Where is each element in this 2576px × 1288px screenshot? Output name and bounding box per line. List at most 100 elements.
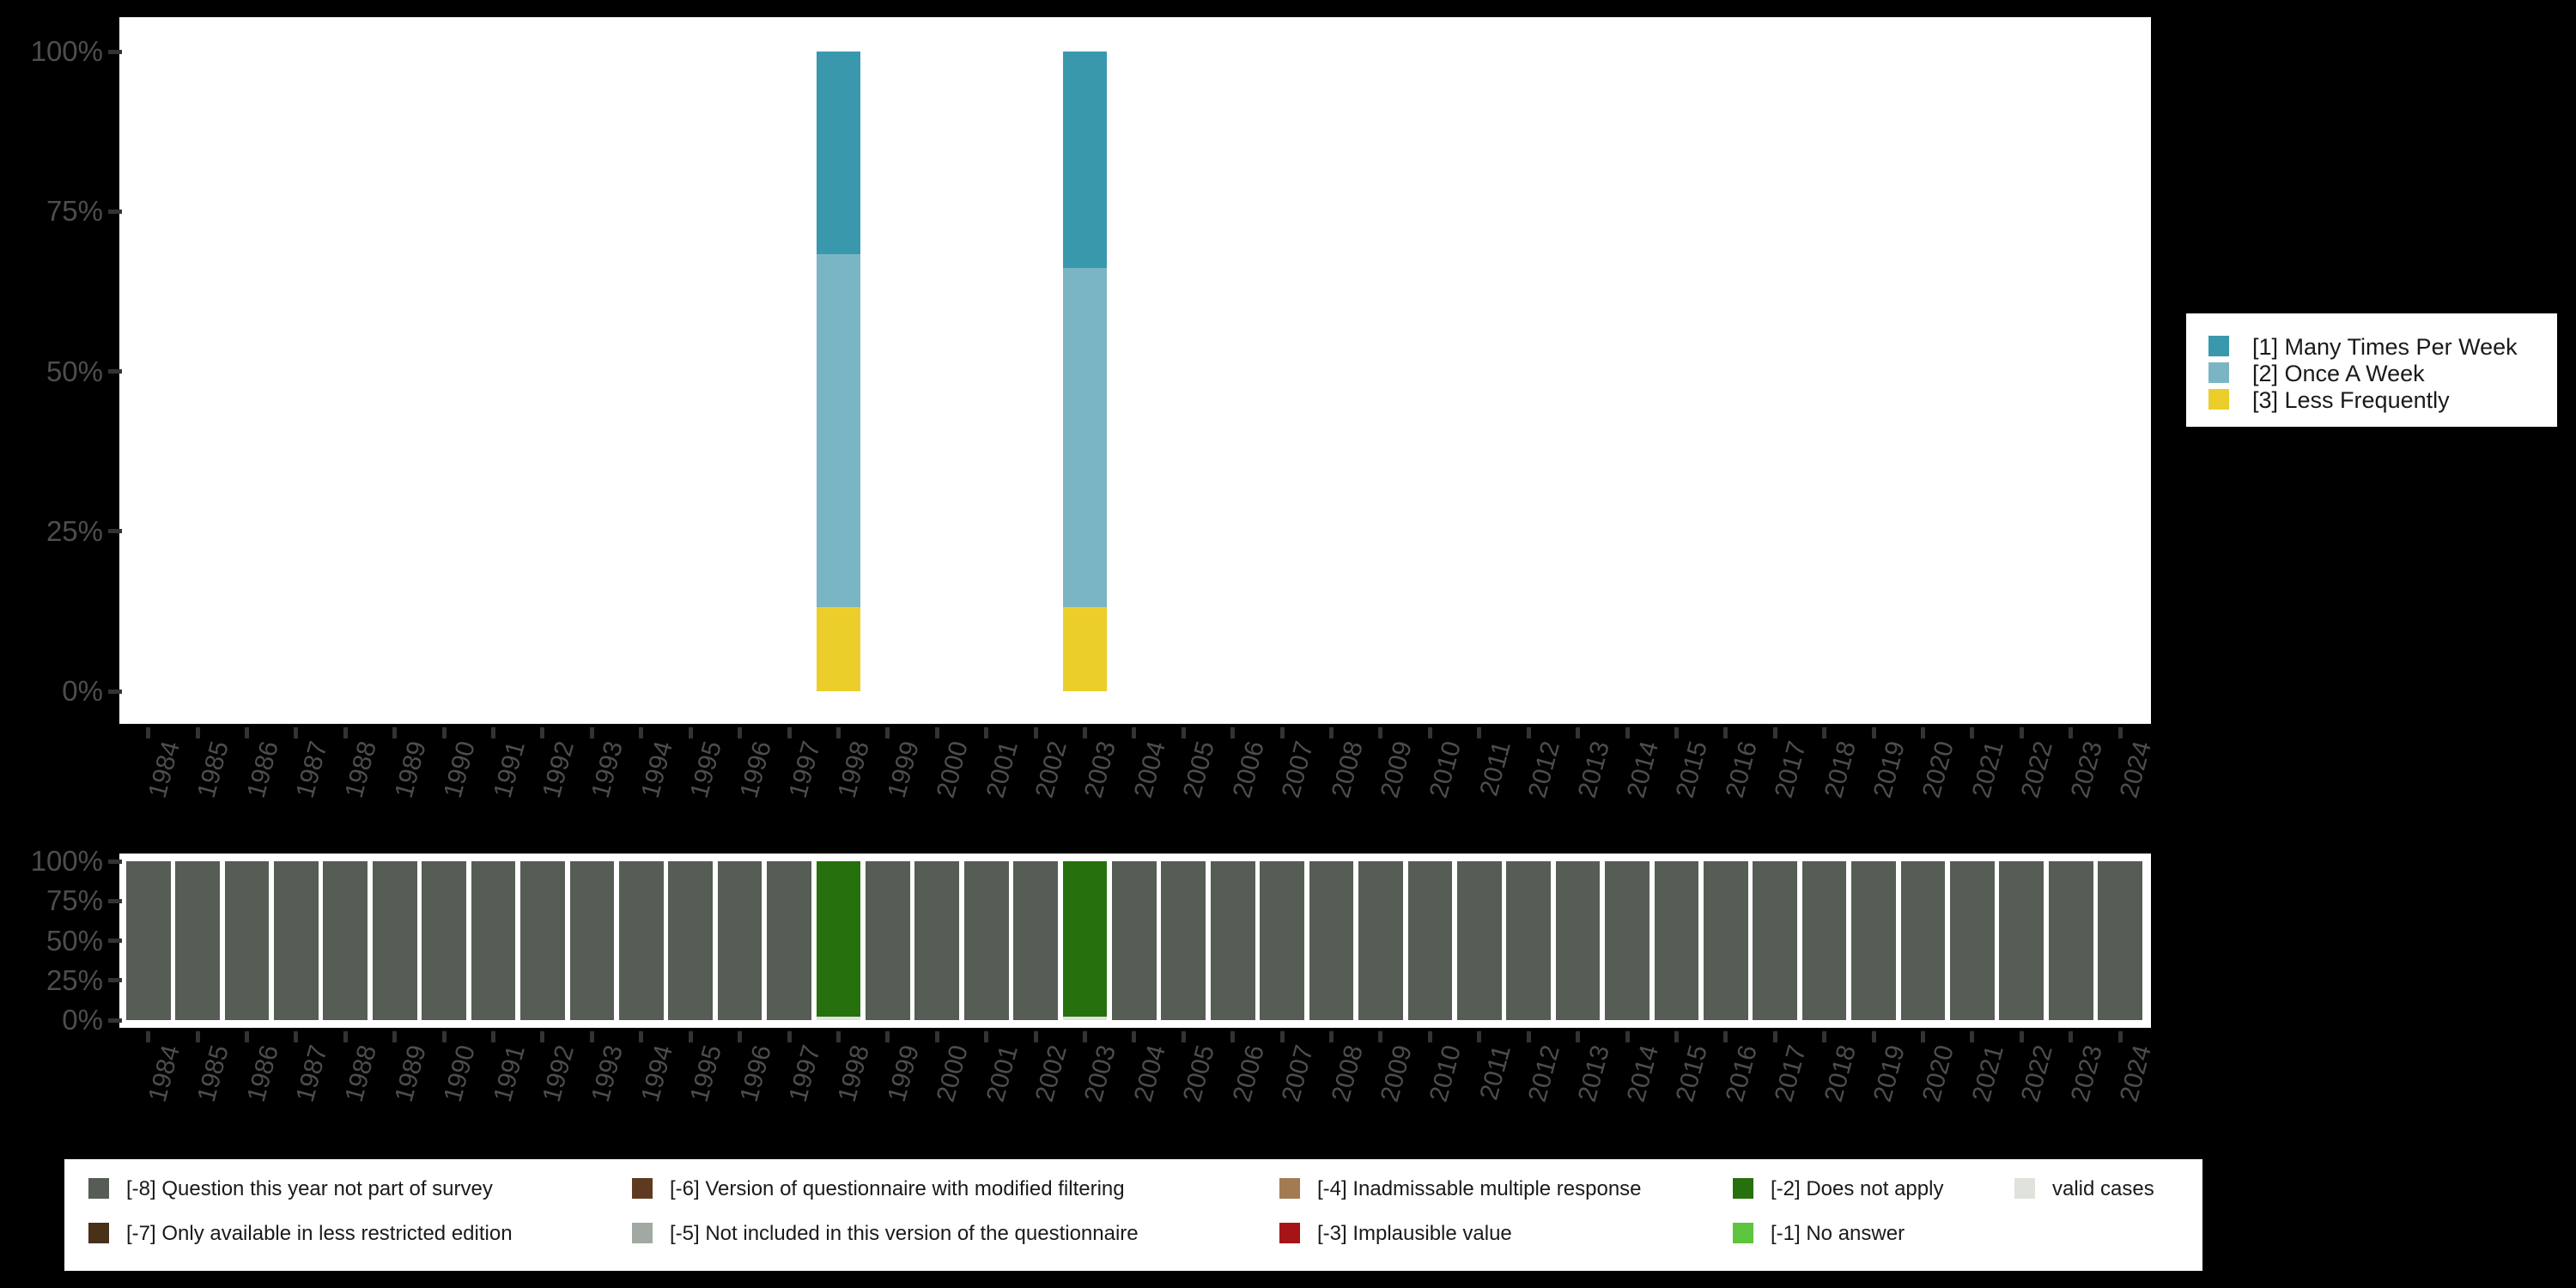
bar-segment-valid: [1062, 1016, 1108, 1020]
x-axis-tick: [1082, 727, 1087, 738]
x-axis-tick: [688, 1031, 693, 1042]
y-axis-label: 0%: [62, 1004, 103, 1036]
x-axis-tick: [1427, 1031, 1432, 1042]
legend-swatch--2: [1733, 1178, 1753, 1199]
x-axis-tick: [2117, 727, 2123, 738]
bar-segment-2: [816, 254, 861, 607]
bar-1986: [224, 861, 270, 1020]
x-axis-tick: [195, 1031, 200, 1042]
bar-2021: [1950, 861, 1995, 1020]
x-axis-tick: [1822, 1031, 1827, 1042]
bar-segment--8: [1999, 861, 2044, 1020]
bar-segment--8: [274, 861, 319, 1020]
bar-2007: [1260, 861, 1304, 1020]
x-axis-tick: [392, 727, 398, 738]
bar-segment--8: [618, 861, 664, 1020]
bar-segment--8: [1753, 861, 1798, 1020]
x-axis-tick: [1230, 727, 1236, 738]
bar-segment--8: [1210, 861, 1255, 1020]
x-axis-tick: [195, 727, 200, 738]
bar-segment--2: [816, 861, 861, 1017]
legend-label-1: [1] Many Times Per Week: [2252, 334, 2518, 360]
x-axis-tick: [639, 1031, 644, 1042]
bar-1992: [520, 861, 565, 1020]
x-axis-tick: [2069, 727, 2074, 738]
x-axis-tick: [2117, 1031, 2123, 1042]
bar-segment--8: [224, 861, 270, 1020]
x-axis-tick: [1871, 727, 1876, 738]
bar-2015: [1654, 861, 1699, 1020]
bar-segment--8: [372, 861, 417, 1020]
x-axis-tick: [540, 727, 545, 738]
bar-segment--8: [668, 861, 714, 1020]
y-axis-label: 0%: [62, 675, 103, 707]
bar-2023: [2048, 861, 2093, 1020]
x-axis-tick: [1674, 1031, 1679, 1042]
bar-segment--8: [422, 861, 466, 1020]
legend-label--3: [-3] Implausible value: [1317, 1222, 1512, 1245]
bar-2017: [1753, 861, 1798, 1020]
x-axis-tick: [934, 1031, 939, 1042]
y-axis-tick: [108, 49, 122, 54]
x-axis-tick: [1279, 1031, 1285, 1042]
x-axis-tick: [1378, 1031, 1383, 1042]
y-axis-label: 75%: [46, 195, 103, 228]
x-axis-tick: [1477, 1031, 1482, 1042]
y-axis-tick: [108, 209, 122, 214]
bar-segment--8: [1260, 861, 1304, 1020]
bar-2022: [1999, 861, 2044, 1020]
bar-2016: [1703, 861, 1748, 1020]
legend-swatch-2: [2208, 362, 2229, 383]
y-axis-tick: [108, 898, 122, 903]
bar-1998: [816, 861, 861, 1020]
x-axis-tick: [738, 727, 743, 738]
x-axis-tick: [343, 727, 348, 738]
y-axis-label: 100%: [30, 845, 103, 877]
x-axis-tick: [1378, 727, 1383, 738]
bar-2001: [963, 861, 1009, 1020]
x-axis-tick: [1625, 1031, 1630, 1042]
x-axis-tick: [589, 727, 594, 738]
x-axis-tick: [1427, 727, 1432, 738]
x-axis-tick: [934, 727, 939, 738]
bar-2019: [1851, 861, 1896, 1020]
legend-swatch-3: [2208, 389, 2229, 410]
legend-label-valid: valid cases: [2052, 1177, 2154, 1200]
values-plot-area: [119, 17, 2151, 724]
x-axis-tick: [1970, 1031, 1975, 1042]
bar-segment--8: [520, 861, 565, 1020]
bar-2008: [1309, 861, 1354, 1020]
legend-swatch--3: [1279, 1223, 1300, 1243]
bar-segment--8: [1407, 861, 1453, 1020]
bar-1989: [372, 861, 417, 1020]
bar-1998: [816, 52, 861, 691]
x-axis-tick: [1625, 727, 1630, 738]
x-axis-tick: [1822, 727, 1827, 738]
x-axis-tick: [1674, 727, 1679, 738]
bar-segment--8: [1654, 861, 1699, 1020]
bar-1999: [866, 861, 910, 1020]
bar-segment--8: [569, 861, 615, 1020]
legend-swatch-1: [2208, 336, 2229, 356]
bar-2014: [1605, 861, 1649, 1020]
bar-segment--8: [1605, 861, 1649, 1020]
bar-segment--8: [1358, 861, 1403, 1020]
x-axis-tick: [1723, 1031, 1728, 1042]
bar-2005: [1161, 861, 1206, 1020]
x-axis-tick: [294, 1031, 299, 1042]
x-axis-tick: [441, 727, 447, 738]
x-axis-tick: [1033, 727, 1038, 738]
x-axis-tick: [441, 1031, 447, 1042]
bar-segment-1: [816, 52, 861, 255]
x-axis-tick: [1329, 727, 1334, 738]
x-axis-tick: [984, 1031, 989, 1042]
x-axis-tick: [146, 727, 151, 738]
y-axis-tick: [108, 369, 122, 374]
bar-2000: [914, 861, 960, 1020]
bar-2024: [2098, 861, 2142, 1020]
bar-2006: [1210, 861, 1255, 1020]
bar-segment--8: [1801, 861, 1847, 1020]
x-axis-tick: [540, 1031, 545, 1042]
bar-1984: [125, 861, 171, 1020]
bar-1997: [767, 861, 811, 1020]
